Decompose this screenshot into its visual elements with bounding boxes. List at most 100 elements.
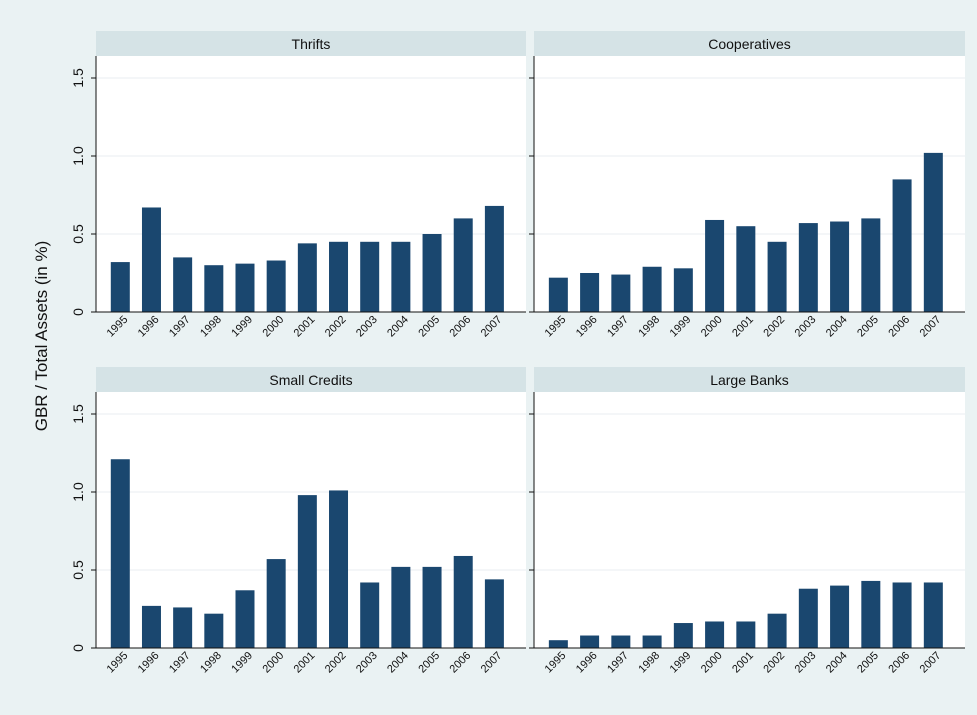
bar-2001 <box>736 226 756 312</box>
x-tick-label: 2005 <box>855 650 881 676</box>
x-tick-label: 1996 <box>136 314 162 340</box>
bar-2007 <box>484 579 504 648</box>
x-tick-label: 2002 <box>761 314 787 340</box>
y-axis-label: GBR / Total Assets (in %) <box>32 241 51 432</box>
bar-2003 <box>360 241 380 312</box>
x-tick-label: 1997 <box>605 314 631 340</box>
x-tick-label: 2005 <box>855 314 881 340</box>
x-tick-label: 2003 <box>793 314 819 340</box>
panel-title: Cooperatives <box>708 36 791 52</box>
x-tick-label: 1998 <box>636 314 662 340</box>
bar-1996 <box>580 635 600 648</box>
bar-1996 <box>141 207 161 312</box>
bar-2003 <box>798 588 818 648</box>
bar-2005 <box>422 234 442 312</box>
bar-1996 <box>580 273 600 312</box>
bar-2006 <box>892 582 912 648</box>
bar-2007 <box>484 205 504 312</box>
bar-1998 <box>204 265 224 312</box>
x-tick-label: 2007 <box>479 314 505 340</box>
bar-2006 <box>453 218 473 312</box>
x-tick-label: 2003 <box>354 650 380 676</box>
x-tick-label: 2004 <box>385 650 411 676</box>
x-tick-label: 1995 <box>105 650 131 676</box>
bar-2004 <box>830 585 850 648</box>
x-tick-label: 1999 <box>229 650 255 676</box>
bar-1997 <box>173 257 193 312</box>
y-tick-label: 0 <box>70 308 86 316</box>
x-tick-label: 1997 <box>167 650 193 676</box>
bar-2007 <box>923 152 943 312</box>
bar-1997 <box>173 607 193 648</box>
bar-2000 <box>705 219 725 312</box>
bar-1996 <box>141 605 161 648</box>
x-tick-label: 1996 <box>574 314 600 340</box>
panel-small-credits: Small Credits 0 0.5 1.0 1.5 1995 1996 1997 1998 1… <box>70 367 526 675</box>
x-tick-label: 1999 <box>668 650 694 676</box>
panel-title: Large Banks <box>710 372 789 388</box>
y-tick-label: 1.5 <box>70 68 86 88</box>
bar-2001 <box>297 495 317 648</box>
bar-2002 <box>767 241 787 312</box>
bar-2006 <box>453 555 473 648</box>
bar-1995 <box>110 459 130 648</box>
bar-2004 <box>391 566 411 648</box>
x-tick-label: 2007 <box>918 650 944 676</box>
y-tick-label: 0.5 <box>70 560 86 580</box>
x-tick-label: 2005 <box>416 314 442 340</box>
x-tick-label: 2000 <box>699 650 725 676</box>
bar-1997 <box>611 274 631 312</box>
bar-2000 <box>266 559 286 648</box>
bar-1998 <box>642 635 662 648</box>
x-tick-label: 1998 <box>636 650 662 676</box>
x-tick-label: 2002 <box>323 650 349 676</box>
bar-1999 <box>673 623 693 648</box>
bar-1998 <box>642 266 662 312</box>
x-tick-label: 2001 <box>730 314 756 340</box>
x-tick-label: 1997 <box>605 650 631 676</box>
y-tick-label: 1.0 <box>70 146 86 166</box>
bar-2000 <box>705 621 725 648</box>
x-tick-label: 1995 <box>105 314 131 340</box>
x-tick-label: 2004 <box>824 650 850 676</box>
bar-2002 <box>329 241 349 312</box>
panel-title: Small Credits <box>269 372 352 388</box>
x-tick-label: 2001 <box>292 314 318 340</box>
panel-title-strip <box>534 367 965 392</box>
x-tick-label: 1995 <box>543 314 569 340</box>
x-tick-label: 2001 <box>292 650 318 676</box>
x-tick-label: 2006 <box>886 650 912 676</box>
bar-2006 <box>892 179 912 312</box>
bar-1995 <box>110 262 130 312</box>
x-tick-label: 2001 <box>730 650 756 676</box>
bar-1998 <box>204 613 224 648</box>
x-tick-label: 2004 <box>385 314 411 340</box>
bar-2003 <box>798 223 818 312</box>
x-tick-label: 1996 <box>136 650 162 676</box>
bar-2002 <box>767 613 787 648</box>
bar-2003 <box>360 582 380 648</box>
bar-1999 <box>235 263 255 312</box>
panel-title: Thrifts <box>292 36 331 52</box>
bar-2001 <box>736 621 756 648</box>
y-tick-label: 0.5 <box>70 224 86 244</box>
x-tick-label: 1999 <box>229 314 255 340</box>
bar-2004 <box>830 221 850 312</box>
x-tick-label: 2006 <box>886 314 912 340</box>
x-tick-label: 2003 <box>354 314 380 340</box>
y-tick-label: 0 <box>70 644 86 652</box>
bar-1999 <box>235 590 255 648</box>
x-tick-label: 1998 <box>198 650 224 676</box>
bar-2002 <box>329 490 349 648</box>
y-tick-label: 1.0 <box>70 482 86 502</box>
x-tick-label: 2006 <box>448 650 474 676</box>
x-tick-label: 1996 <box>574 650 600 676</box>
x-tick-label: 2004 <box>824 314 850 340</box>
bar-2005 <box>861 580 881 648</box>
x-tick-label: 1997 <box>167 314 193 340</box>
x-tick-label: 2002 <box>761 650 787 676</box>
bar-2001 <box>297 243 317 312</box>
bar-2005 <box>861 218 881 312</box>
